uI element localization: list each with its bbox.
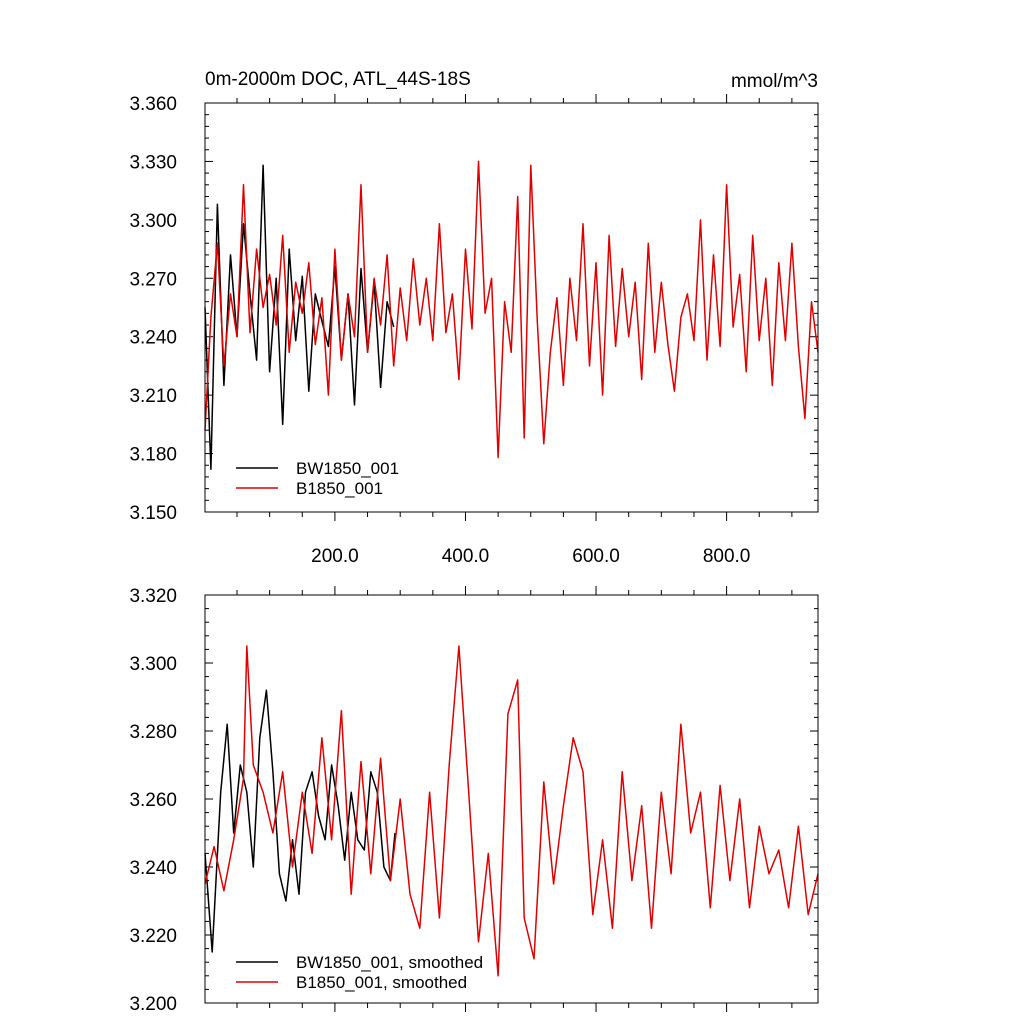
y-tick-label: 3.180 (129, 445, 177, 466)
top-axes: 3.150 3.180 3.210 3.240 3.270 3.300 3.330 3.360… (129, 94, 818, 567)
y-tick-label: 3.320 (129, 586, 177, 607)
legend-label: B1850_001, smoothed (296, 973, 467, 992)
y-tick-label: 3.240 (129, 858, 177, 879)
chart-title: 0m-2000m DOC, ATL_44S-18S (205, 69, 471, 90)
bottom-series-lines (204, 645, 819, 977)
y-tick-label: 3.360 (129, 94, 177, 115)
legend-label: BW1850_001, smoothed (296, 953, 483, 972)
y-tick-label: 3.240 (129, 328, 177, 349)
series-line-b1850-001-smoothed (204, 645, 819, 977)
series-line-bw1850-001-smoothed (204, 689, 396, 953)
y-tick-label: 3.200 (129, 994, 177, 1015)
legend-label: BW1850_001 (296, 459, 399, 478)
x-tick-label: 400.0 (442, 546, 490, 567)
y-tick-label: 3.150 (129, 503, 177, 524)
y-tick-label: 3.300 (129, 211, 177, 232)
y-tick-label: 3.330 (129, 152, 177, 173)
y-tick-label: 3.260 (129, 790, 177, 811)
y-tick-label: 3.220 (129, 926, 177, 947)
x-tick-label: 800.0 (703, 546, 751, 567)
y-tick-label: 3.210 (129, 386, 177, 407)
units-label: mmol/m^3 (731, 71, 818, 92)
y-tick-label: 3.300 (129, 654, 177, 675)
bottom-axes: 3.200 3.220 3.240 3.260 3.280 3.300 3.320 (129, 586, 818, 1015)
top-panel: 0m-2000m DOC, ATL_44S-18S mmol/m^3 3.150… (129, 69, 819, 567)
legend-label: B1850_001 (296, 479, 383, 498)
series-line-bw1850-001 (204, 164, 395, 470)
y-tick-label: 3.280 (129, 722, 177, 743)
bottom-plot-frame (204, 594, 819, 1004)
top-series-lines (204, 160, 819, 470)
x-tick-label: 200.0 (311, 546, 359, 567)
bottom-panel: 3.200 3.220 3.240 3.260 3.280 3.300 3.320 BW18… (129, 586, 819, 1015)
top-plot-frame (204, 102, 819, 513)
y-tick-label: 3.270 (129, 269, 177, 290)
x-tick-label: 600.0 (572, 546, 620, 567)
series-line-b1850-001 (204, 160, 819, 459)
